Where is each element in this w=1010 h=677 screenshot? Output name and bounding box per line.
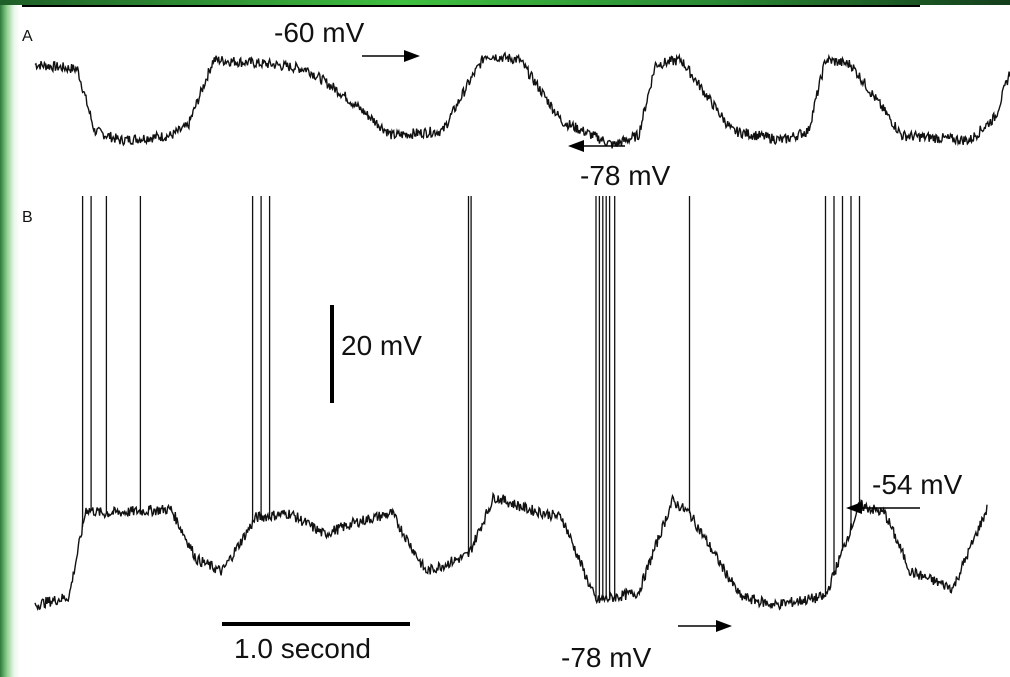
arrow-b-minus54: [846, 502, 920, 514]
arrow-a-minus78: [568, 140, 625, 152]
green-top-decoration: [0, 0, 1010, 5]
top-rule: [22, 5, 920, 7]
green-edge-decoration: [0, 0, 20, 677]
arrow-a-minus60: [362, 50, 420, 62]
arrow-b-minus78: [678, 620, 732, 632]
annotation-a-minus78: -78 mV: [580, 160, 671, 191]
annotation-b-minus78: -78 mV: [561, 642, 652, 673]
trace-a-line: [34, 51, 1010, 149]
time-scale-label: 1.0 second: [234, 633, 371, 664]
annotation-b-minus54: -54 mV: [872, 469, 963, 500]
voltage-scale-label: 20 mV: [341, 330, 422, 361]
panel-label-b: B: [22, 209, 33, 226]
spikes-b: [81, 196, 861, 601]
trace-b-line: [34, 491, 988, 612]
annotation-a-minus60: -60 mV: [274, 17, 365, 48]
panel-label-a: A: [22, 28, 33, 45]
trace-a: [34, 51, 1010, 149]
trace-b: [34, 491, 988, 612]
